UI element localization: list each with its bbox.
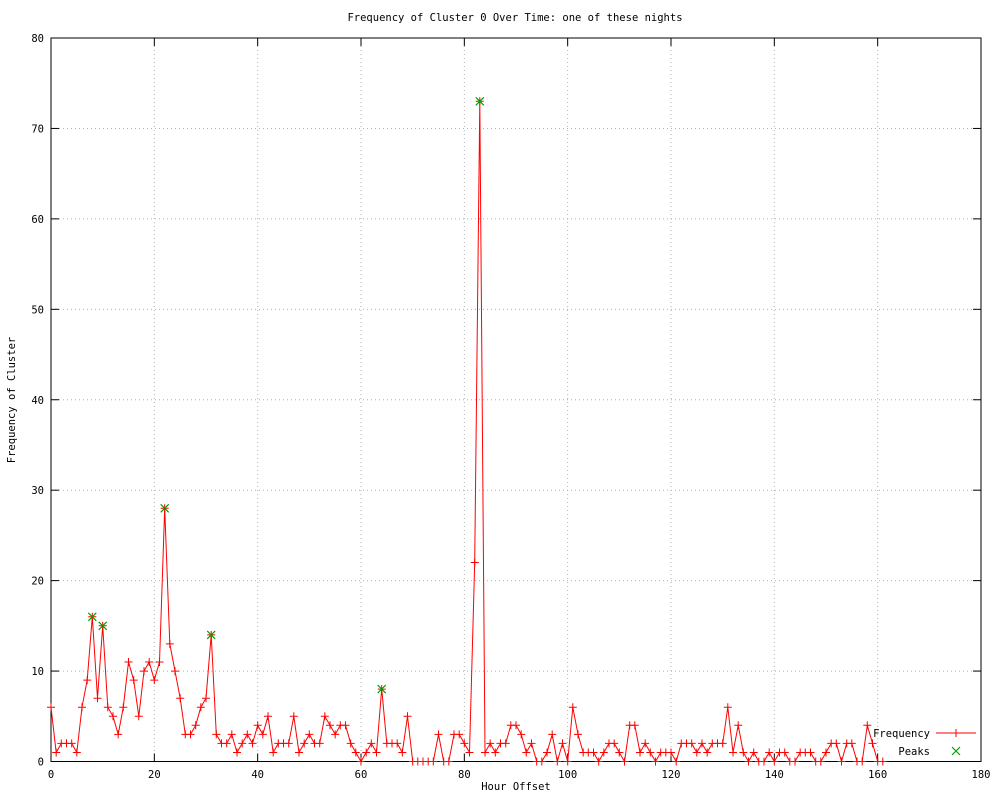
x-tick-label: 20 — [148, 769, 161, 781]
x-tick-label: 140 — [765, 769, 784, 781]
plot-border — [50, 37, 982, 762]
x-tick-label: 80 — [458, 769, 471, 781]
y-tick-label: 50 — [31, 304, 44, 316]
frequency-series — [47, 97, 887, 766]
x-tick-label: 100 — [558, 769, 577, 781]
y-tick-label: 10 — [31, 666, 44, 678]
peaks-markers — [87, 96, 485, 694]
gridlines — [50, 37, 982, 762]
y-tick-label: 80 — [31, 33, 44, 45]
y-tick-label: 0 — [38, 757, 44, 769]
x-tick-label: 180 — [972, 769, 991, 781]
peaks-x-markers — [87, 96, 485, 694]
frequency-point-markers — [47, 97, 887, 766]
y-tick-label: 60 — [31, 214, 44, 226]
y-tick-label: 20 — [31, 576, 44, 588]
x-tick-label: 160 — [868, 769, 887, 781]
x-axis-label: Hour Offset — [481, 781, 551, 793]
legend: Frequency Peaks — [873, 728, 976, 758]
legend-frequency-sample-marker — [952, 729, 960, 737]
legend-frequency-label: Frequency — [873, 728, 930, 740]
legend-peaks-sample-marker — [951, 746, 961, 756]
legend-peaks-label: Peaks — [898, 746, 930, 758]
x-tick-label: 60 — [355, 769, 368, 781]
chart-title: Frequency of Cluster 0 Over Time: one of… — [347, 12, 682, 24]
frequency-line — [50, 101, 883, 764]
y-axis-label: Frequency of Cluster — [6, 337, 18, 463]
x-tick-label: 40 — [251, 769, 264, 781]
tick-labels: 0 20 40 60 80 100 120 140 160 180 0 10 20 30 40 50 60 70 8… — [31, 33, 990, 781]
y-tick-label: 40 — [31, 395, 44, 407]
y-tick-label: 70 — [31, 123, 44, 135]
y-tick-label: 30 — [31, 485, 44, 497]
x-tick-label: 120 — [662, 769, 681, 781]
x-tick-label: 0 — [48, 769, 54, 781]
